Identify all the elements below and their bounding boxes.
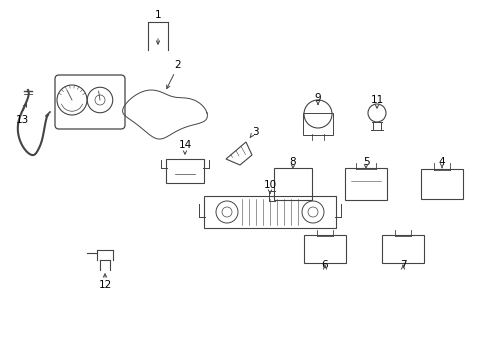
Text: 3: 3	[252, 127, 258, 137]
Text: 10: 10	[264, 180, 276, 190]
Text: 9: 9	[315, 93, 321, 103]
Text: 14: 14	[178, 140, 192, 150]
Text: 4: 4	[439, 157, 445, 167]
Text: 7: 7	[400, 260, 406, 270]
Text: 2: 2	[175, 60, 181, 70]
Text: 13: 13	[15, 115, 28, 125]
Text: 12: 12	[98, 280, 112, 290]
Text: 8: 8	[290, 157, 296, 167]
Text: 1: 1	[155, 10, 161, 20]
Text: 6: 6	[322, 260, 328, 270]
Text: 5: 5	[363, 157, 369, 167]
Text: 11: 11	[370, 95, 384, 105]
